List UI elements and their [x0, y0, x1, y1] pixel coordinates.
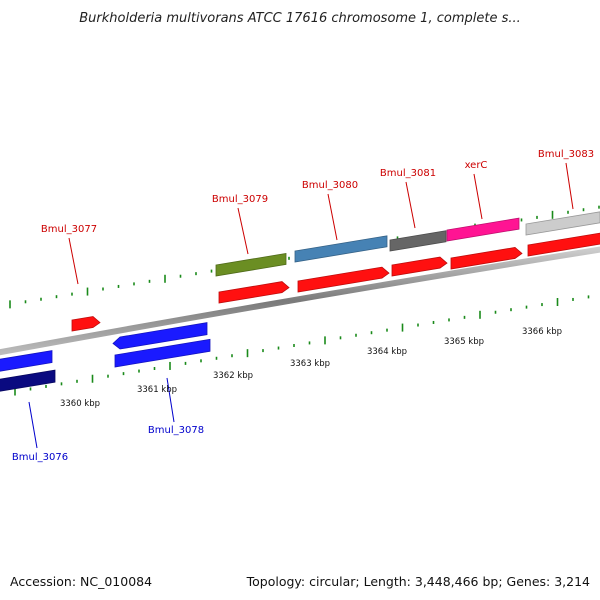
gene-features: [0, 211, 600, 392]
map-title: Burkholderia multivorans ATCC 17616 chro…: [79, 11, 521, 26]
leader-bmul-3078: [166, 377, 175, 423]
gene-label-bmul-3081[interactable]: Bmul_3081: [380, 168, 436, 179]
cds-bmul-3079[interactable]: [218, 281, 290, 304]
leader-xerc: [473, 173, 483, 220]
gene-bar-bmul-3080[interactable]: [294, 235, 388, 263]
scale-label-3366: 3366 kbp: [522, 327, 562, 337]
gene-bar-bmul-3078[interactable]: [112, 322, 208, 350]
cds-xerc[interactable]: [450, 247, 523, 270]
leader-bmul-3077: [68, 237, 79, 285]
scale-label-3364: 3364 kbp: [367, 347, 407, 357]
gene-bar-bmul-3076-a[interactable]: [0, 350, 53, 372]
summary-text: Topology: circular; Length: 3,448,466 bp…: [246, 574, 590, 589]
leader-bmul-3076: [28, 401, 38, 449]
leader-bmul-3080: [327, 193, 338, 241]
chromosome-backbone: [0, 246, 600, 356]
gene-label-bmul-3078[interactable]: Bmul_3078: [148, 425, 204, 436]
accession-text: Accession: NC_010084: [10, 574, 152, 589]
scale-label-3362: 3362 kbp: [213, 371, 253, 381]
cds-bmul-3078[interactable]: [114, 338, 211, 368]
scale-label-3363: 3363 kbp: [290, 359, 330, 369]
gene-label-bmul-3080[interactable]: Bmul_3080: [302, 180, 358, 191]
scale-label-3360: 3360 kbp: [60, 399, 100, 409]
cds-bmul-3083[interactable]: [527, 232, 600, 257]
gene-bar-bmul-3081[interactable]: [389, 230, 447, 252]
gene-label-bmul-3079[interactable]: Bmul_3079: [212, 194, 268, 205]
gene-bar-xerc[interactable]: [446, 217, 520, 242]
cds-bmul-3077[interactable]: [71, 316, 101, 332]
gene-bar-bmul-3083[interactable]: [525, 211, 600, 236]
leader-bmul-3079: [237, 207, 249, 255]
cds-bmul-3076[interactable]: [0, 369, 56, 392]
gene-label-bmul-3076[interactable]: Bmul_3076: [12, 452, 68, 463]
gene-label-xerc[interactable]: xerC: [465, 160, 488, 171]
gene-bar-bmul-3079[interactable]: [215, 252, 287, 277]
scale-label-3361: 3361 kbp: [137, 385, 177, 395]
cds-bmul-3081[interactable]: [391, 256, 448, 277]
leader-bmul-3081: [405, 181, 416, 229]
scale-label-3365: 3365 kbp: [444, 337, 484, 347]
gene-label-bmul-3077[interactable]: Bmul_3077: [41, 224, 97, 235]
scale-labels: 3360 kbp 3361 kbp 3362 kbp 3363 kbp 3364 kbp…: [60, 327, 562, 409]
cds-bmul-3080[interactable]: [297, 266, 390, 293]
leader-bmul-3083: [565, 162, 574, 210]
gene-labels: Bmul_3076 Bmul_3077 Bmul_3078 Bmul_3079 Bmul…: [12, 149, 594, 463]
gene-label-bmul-3083[interactable]: Bmul_3083: [538, 149, 594, 160]
